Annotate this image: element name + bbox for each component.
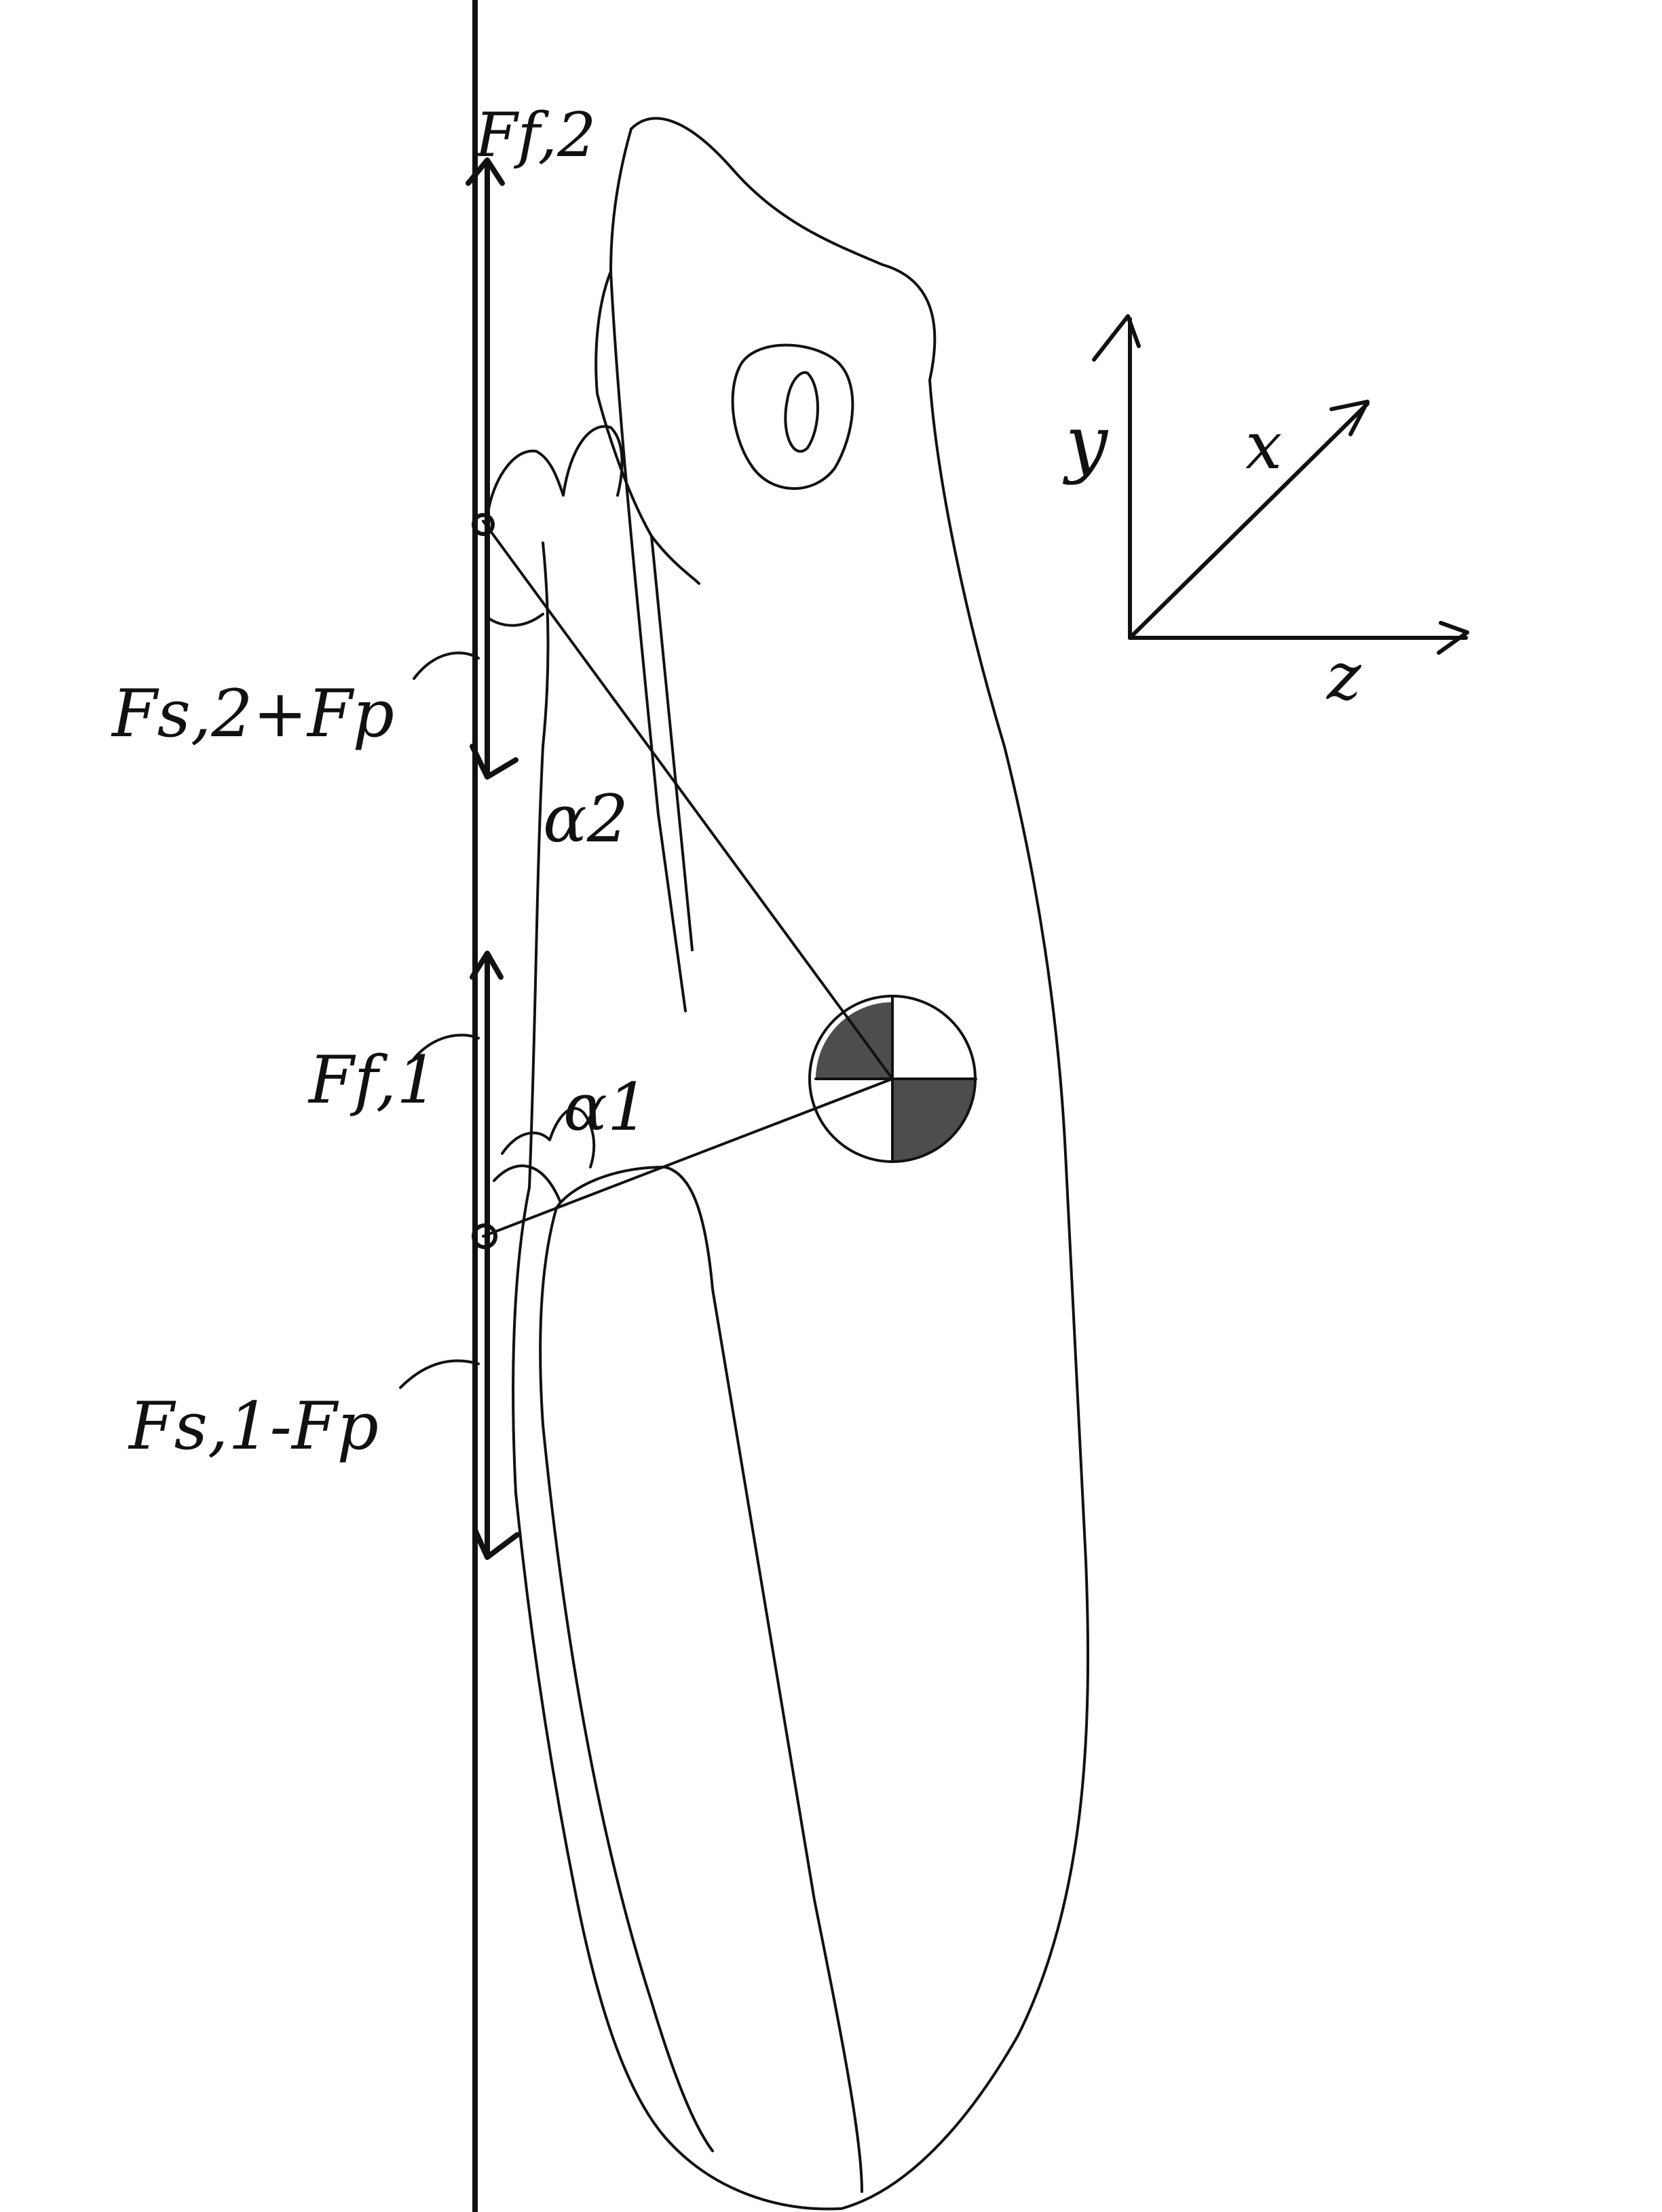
label-axis-x: x	[1245, 408, 1282, 484]
front-contact-point	[472, 513, 495, 536]
label-axis-z: z	[1326, 638, 1362, 714]
label-alpha1: α1	[563, 1069, 649, 1145]
alpha1-arc	[493, 1164, 561, 1202]
gecko-body	[487, 117, 1090, 2211]
label-friction-upper: Ff,2	[474, 100, 596, 171]
label-adhesion-lower: Fs,1-Fp	[128, 1388, 379, 1464]
leader-fs2	[413, 651, 480, 680]
label-adhesion-upper: Fs,2+Fp	[111, 676, 394, 752]
label-friction-lower: Ff,1	[307, 1042, 438, 1118]
leader-ff1	[413, 1033, 480, 1060]
label-alpha2: α2	[543, 781, 628, 857]
alpha2-arc	[486, 613, 544, 627]
label-axis-y: y	[1062, 399, 1109, 486]
lever-line-front	[482, 520, 894, 1080]
leader-fs1	[399, 1359, 480, 1389]
coordinate-axes	[1092, 314, 1469, 655]
lever-line-rear	[482, 1078, 894, 1238]
center-of-mass-symbol	[808, 995, 977, 1163]
